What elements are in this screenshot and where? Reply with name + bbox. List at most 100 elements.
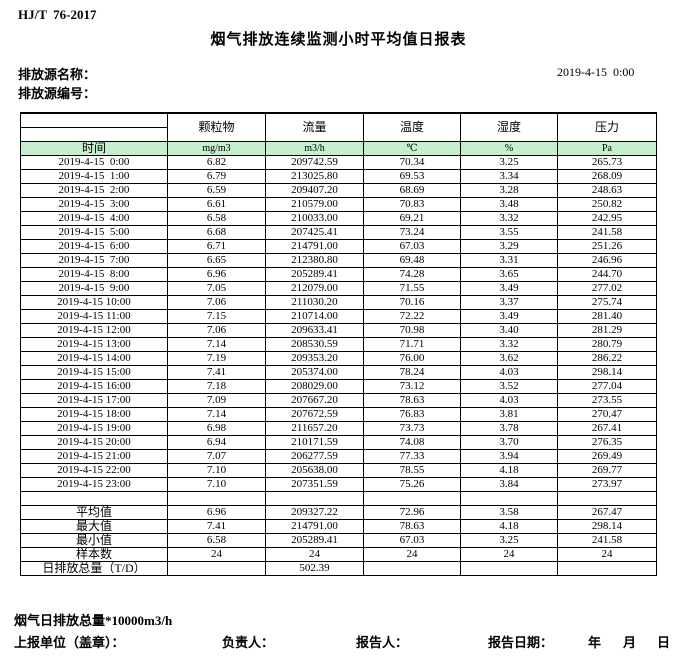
report-unit-label: 上报单位（盖章）： — [14, 635, 125, 650]
year-label: 年 — [588, 635, 602, 650]
value-cell: 3.81 — [460, 407, 558, 422]
value-cell: 7.14 — [167, 337, 266, 352]
value-cell: 73.12 — [363, 379, 461, 394]
value-cell: 205638.00 — [265, 463, 364, 478]
value-cell: 78.55 — [363, 463, 461, 478]
empty-cell — [557, 491, 657, 506]
value-cell: 209633.41 — [265, 323, 364, 338]
value-cell: 208530.59 — [265, 337, 364, 352]
value-cell: 6.94 — [167, 435, 266, 450]
value-cell: 298.14 — [557, 365, 657, 380]
summary-value-cell — [460, 561, 558, 576]
value-cell: 265.73 — [557, 155, 657, 170]
header-blank-cell-bottom — [20, 127, 168, 142]
table-row: 2019-4-15 7:00 6.65 212380.80 69.48 3.31 246.… — [20, 253, 657, 268]
header-row-units: 时间 mg/m3 m3/h ℃ % Pa — [20, 141, 657, 156]
value-cell: 270.47 — [557, 407, 657, 422]
value-cell: 73.73 — [363, 421, 461, 436]
summary-value-cell — [557, 561, 657, 576]
table-row: 2019-4-15 16:00 7.18 208029.00 73.12 3.52 277… — [20, 379, 657, 394]
value-cell: 281.40 — [557, 309, 657, 324]
value-cell: 7.05 — [167, 281, 266, 296]
value-cell: 73.24 — [363, 225, 461, 240]
summary-label: 样本数 — [20, 547, 168, 562]
value-cell: 7.14 — [167, 407, 266, 422]
value-cell: 211657.20 — [265, 421, 364, 436]
value-cell: 273.55 — [557, 393, 657, 408]
summary-value-cell: 24 — [167, 547, 266, 562]
unit-pressure: Pa — [557, 141, 657, 156]
summary-value-cell: 67.03 — [363, 533, 461, 548]
value-cell: 67.03 — [363, 239, 461, 254]
summary-value-cell — [363, 561, 461, 576]
summary-value-cell: 241.58 — [557, 533, 657, 548]
value-cell: 211030.20 — [265, 295, 364, 310]
value-cell: 6.59 — [167, 183, 266, 198]
value-cell: 3.34 — [460, 169, 558, 184]
summary-value-cell: 3.25 — [460, 533, 558, 548]
value-cell: 209407.20 — [265, 183, 364, 198]
summary-value-cell: 205289.41 — [265, 533, 364, 548]
value-cell: 205289.41 — [265, 267, 364, 282]
table-row: 2019-4-15 6:00 6.71 214791.00 67.03 3.29 251.… — [20, 239, 657, 254]
value-cell: 4.03 — [460, 393, 558, 408]
value-cell: 3.55 — [460, 225, 558, 240]
header-row-names: 颗粒物 流量 温度 湿度 压力 — [20, 112, 657, 142]
time-cell: 2019-4-15 3:00 — [20, 197, 168, 212]
table-row: 2019-4-15 22:00 7.10 205638.00 78.55 4.18 269… — [20, 463, 657, 478]
value-cell: 269.49 — [557, 449, 657, 464]
value-cell: 3.25 — [460, 155, 558, 170]
value-cell: 69.48 — [363, 253, 461, 268]
value-cell: 76.83 — [363, 407, 461, 422]
unit-humidity: % — [460, 141, 558, 156]
report-datetime: 2019-4-15 0:00 — [557, 65, 635, 79]
table-row: 2019-4-15 8:00 6.96 205289.41 74.28 3.65 244.… — [20, 267, 657, 282]
column-header-humidity: 湿度 — [460, 112, 558, 142]
value-cell: 212380.80 — [265, 253, 364, 268]
value-cell: 7.06 — [167, 295, 266, 310]
summary-value-cell: 209327.22 — [265, 505, 364, 520]
total-emission-note: 烟气日排放总量*10000m3/h — [14, 613, 173, 628]
table-row: 2019-4-15 11:00 7.15 210714.00 72.22 3.49 281… — [20, 309, 657, 324]
monitoring-table: 颗粒物 流量 温度 湿度 压力 时间 mg/m3 m3/h ℃ % Pa 201… — [20, 112, 657, 576]
value-cell: 210579.00 — [265, 197, 364, 212]
value-cell: 209353.20 — [265, 351, 364, 366]
value-cell: 7.10 — [167, 463, 266, 478]
value-cell: 6.82 — [167, 155, 266, 170]
value-cell: 281.29 — [557, 323, 657, 338]
value-cell: 74.08 — [363, 435, 461, 450]
value-cell: 210171.59 — [265, 435, 364, 450]
value-cell: 68.69 — [363, 183, 461, 198]
value-cell: 276.35 — [557, 435, 657, 450]
summary-label: 日排放总量（T/D） — [20, 561, 168, 576]
summary-value-cell: 6.58 — [167, 533, 266, 548]
time-cell: 2019-4-15 18:00 — [20, 407, 168, 422]
time-cell: 2019-4-15 1:00 — [20, 169, 168, 184]
time-cell: 2019-4-15 2:00 — [20, 183, 168, 198]
day-label: 日 — [657, 635, 671, 650]
value-cell: 3.78 — [460, 421, 558, 436]
value-cell: 6.79 — [167, 169, 266, 184]
time-cell: 2019-4-15 17:00 — [20, 393, 168, 408]
time-cell: 2019-4-15 14:00 — [20, 351, 168, 366]
time-cell: 2019-4-15 23:00 — [20, 477, 168, 492]
value-cell: 3.40 — [460, 323, 558, 338]
value-cell: 3.29 — [460, 239, 558, 254]
value-cell: 77.33 — [363, 449, 461, 464]
value-cell: 75.26 — [363, 477, 461, 492]
value-cell: 6.65 — [167, 253, 266, 268]
value-cell: 273.97 — [557, 477, 657, 492]
empty-cell — [363, 491, 461, 506]
value-cell: 3.28 — [460, 183, 558, 198]
time-cell: 2019-4-15 10:00 — [20, 295, 168, 310]
summary-row: 样本数 24 24 24 24 24 — [20, 547, 657, 562]
table-row: 2019-4-15 14:00 7.19 209353.20 76.00 3.62 286… — [20, 351, 657, 366]
summary-value-cell: 3.58 — [460, 505, 558, 520]
value-cell: 78.24 — [363, 365, 461, 380]
value-cell: 4.03 — [460, 365, 558, 380]
time-cell: 2019-4-15 16:00 — [20, 379, 168, 394]
table-row: 2019-4-15 20:00 6.94 210171.59 74.08 3.70 276… — [20, 435, 657, 450]
value-cell: 248.63 — [557, 183, 657, 198]
reporter-label: 报告人： — [356, 635, 409, 650]
value-cell: 7.09 — [167, 393, 266, 408]
